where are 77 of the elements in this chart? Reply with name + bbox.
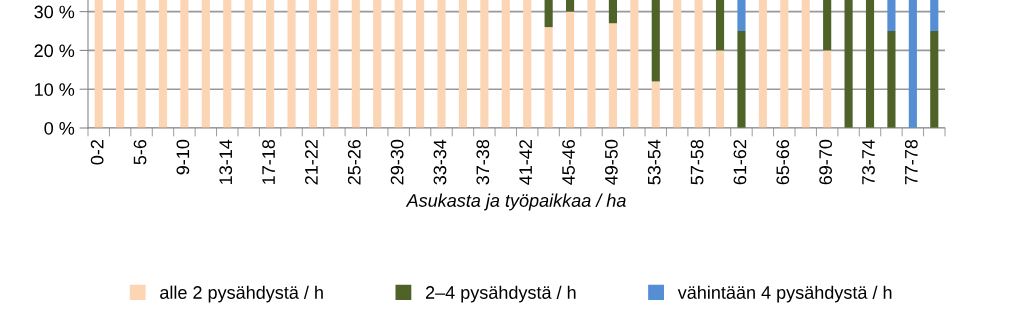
legend-label: 2–4 pysähdystä / h bbox=[425, 285, 576, 303]
bar bbox=[544, 0, 553, 28]
x-tick-label: 13-14 bbox=[219, 139, 233, 184]
bar bbox=[266, 0, 275, 128]
bar bbox=[565, 0, 575, 12]
bar bbox=[737, 31, 746, 128]
bar bbox=[930, 0, 939, 32]
x-tick-label: 37-38 bbox=[476, 139, 490, 185]
bar bbox=[608, 0, 617, 24]
x-tick-label: 25-26 bbox=[347, 139, 361, 185]
bar bbox=[565, 11, 575, 128]
x-tick-label: 77-78 bbox=[904, 139, 918, 185]
x-tick-label: 45-46 bbox=[562, 139, 575, 185]
y-tick-label: 0 % bbox=[44, 121, 75, 135]
bar bbox=[887, 0, 896, 32]
bar bbox=[715, 0, 725, 51]
x-tick-label: 57-58 bbox=[690, 139, 704, 185]
bar bbox=[801, 0, 810, 128]
x-tick-label: 41-42 bbox=[519, 140, 532, 185]
bar bbox=[887, 31, 896, 128]
x-tick-label: 29-30 bbox=[390, 139, 404, 185]
x-tick-label: 17-18 bbox=[262, 139, 275, 184]
x-tick-label: 73-74 bbox=[862, 139, 875, 185]
x-tick-label: 53-54 bbox=[647, 139, 661, 185]
bar bbox=[223, 0, 232, 128]
bar bbox=[351, 0, 360, 128]
legend-label: alle 2 pysähdystä / h bbox=[160, 285, 323, 303]
bar bbox=[308, 0, 318, 128]
bar bbox=[373, 0, 382, 128]
bar bbox=[908, 0, 917, 128]
x-axis-title: Asukasta ja työpaikkaa / ha bbox=[405, 193, 626, 211]
bar bbox=[523, 0, 532, 128]
bar bbox=[137, 0, 146, 128]
bar bbox=[287, 0, 296, 128]
bar bbox=[823, 0, 832, 51]
bar bbox=[437, 0, 446, 128]
bar bbox=[673, 0, 682, 128]
bar bbox=[651, 0, 660, 82]
bar bbox=[158, 0, 168, 128]
bar bbox=[715, 50, 725, 128]
bar bbox=[630, 0, 639, 128]
x-tick-label: 69-70 bbox=[819, 139, 833, 185]
bar bbox=[201, 0, 210, 128]
bar bbox=[244, 0, 253, 128]
bar bbox=[651, 81, 660, 128]
bar bbox=[758, 0, 767, 128]
x-tick-label: 0-2 bbox=[90, 140, 104, 165]
bar bbox=[394, 0, 403, 128]
bar bbox=[844, 0, 853, 128]
x-tick-label: 9-10 bbox=[176, 139, 190, 175]
bar bbox=[544, 27, 553, 128]
bar bbox=[737, 0, 746, 32]
x-tick-label: 21-22 bbox=[305, 140, 318, 185]
bar bbox=[865, 0, 875, 128]
bar bbox=[930, 31, 939, 128]
bar bbox=[180, 0, 189, 128]
bar bbox=[116, 0, 125, 128]
bar bbox=[587, 0, 596, 128]
bar bbox=[94, 0, 103, 128]
y-tick-label: 30 % bbox=[34, 5, 75, 19]
bar bbox=[501, 0, 510, 128]
bar bbox=[780, 0, 789, 128]
x-tick-label: 49-50 bbox=[604, 139, 618, 185]
y-tick-label: 20 % bbox=[34, 44, 75, 58]
bar bbox=[458, 0, 468, 128]
x-tick-label: 65-66 bbox=[776, 139, 790, 185]
x-tick-label: 33-34 bbox=[433, 139, 447, 185]
x-tick-label: 61-62 bbox=[733, 140, 747, 185]
bar bbox=[694, 0, 703, 128]
bar bbox=[480, 0, 489, 128]
bar bbox=[416, 0, 425, 128]
bar bbox=[330, 0, 339, 128]
bar bbox=[608, 23, 617, 128]
x-tick-label: 5-6 bbox=[133, 139, 147, 165]
y-tick-label: 10 % bbox=[35, 83, 75, 96]
legend-label: vähintään 4 pysähdystä / h bbox=[677, 285, 892, 303]
bar bbox=[823, 50, 832, 128]
